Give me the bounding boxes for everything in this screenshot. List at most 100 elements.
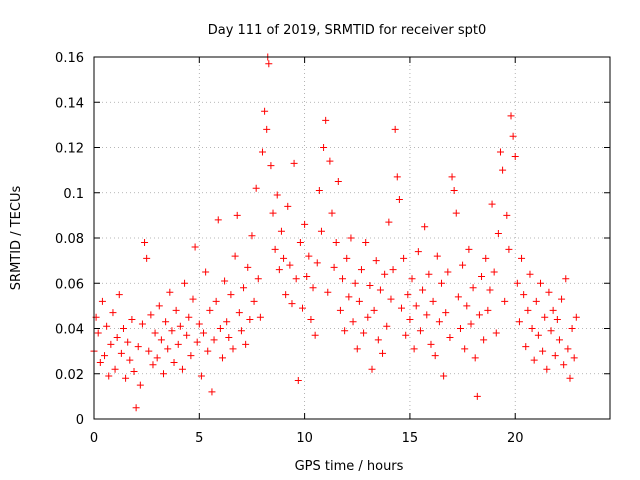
y-tick-label: 0.08 xyxy=(55,232,84,247)
data-point xyxy=(545,288,553,296)
data-point xyxy=(343,254,351,262)
data-point xyxy=(301,220,309,228)
data-point xyxy=(486,286,494,294)
data-point xyxy=(501,297,509,305)
data-point xyxy=(151,329,159,337)
y-tick-label: 0.12 xyxy=(55,142,84,157)
data-point xyxy=(362,239,370,247)
data-point xyxy=(461,345,469,353)
data-point xyxy=(558,295,566,303)
data-point xyxy=(315,186,323,194)
data-point xyxy=(364,313,372,321)
data-point xyxy=(136,381,144,389)
data-point xyxy=(345,293,353,301)
data-point xyxy=(141,239,149,247)
data-point xyxy=(143,254,151,262)
data-point xyxy=(383,322,391,330)
data-point xyxy=(480,336,488,344)
data-point xyxy=(258,148,266,156)
data-point xyxy=(467,320,475,328)
data-point xyxy=(366,282,374,290)
y-tick-labels: 0 0.02 0.04 0.06 0.08 0.1 0.12 0.14 0.16 xyxy=(55,51,84,428)
data-point xyxy=(277,227,285,235)
data-point xyxy=(551,352,559,360)
data-point xyxy=(231,252,239,260)
data-point xyxy=(263,125,271,133)
data-point xyxy=(518,254,526,262)
data-point xyxy=(442,309,450,317)
data-point xyxy=(448,173,456,181)
data-point xyxy=(374,336,382,344)
data-point xyxy=(225,334,233,342)
data-point xyxy=(549,306,557,314)
data-point xyxy=(416,327,424,335)
data-point xyxy=(389,266,397,274)
data-point xyxy=(126,356,134,364)
data-point xyxy=(311,331,319,339)
data-point xyxy=(242,340,250,348)
data-point xyxy=(370,306,378,314)
data-point xyxy=(381,270,389,278)
y-tick-label: 0.14 xyxy=(55,96,84,111)
data-point xyxy=(475,311,483,319)
data-point xyxy=(195,320,203,328)
data-point xyxy=(562,275,570,283)
data-point xyxy=(547,327,555,335)
data-point xyxy=(408,275,416,283)
data-point xyxy=(402,331,410,339)
data-point xyxy=(248,232,256,240)
data-point xyxy=(490,268,498,276)
data-point xyxy=(254,275,262,283)
y-axis-label: SRMTID / TECUs xyxy=(9,186,24,291)
data-point xyxy=(539,347,547,355)
data-point xyxy=(473,392,481,400)
data-point xyxy=(438,279,446,287)
data-point xyxy=(305,252,313,260)
data-point xyxy=(372,257,380,265)
data-point xyxy=(246,315,254,323)
data-point xyxy=(271,245,279,253)
data-point xyxy=(469,284,477,292)
data-point xyxy=(103,322,111,330)
data-point xyxy=(528,325,536,332)
data-point xyxy=(349,318,357,326)
y-tick-label: 0.16 xyxy=(55,51,84,66)
y-tick-label: 0.04 xyxy=(55,323,84,338)
data-point xyxy=(269,209,277,217)
x-axis-label: GPS time / hours xyxy=(295,459,404,474)
data-point xyxy=(185,313,193,321)
data-point xyxy=(326,157,334,165)
data-point xyxy=(134,343,142,351)
data-point xyxy=(157,336,165,344)
data-point xyxy=(197,372,205,380)
data-point xyxy=(391,125,399,133)
y-tick-label: 0.06 xyxy=(55,277,84,292)
data-point xyxy=(138,320,146,328)
data-point xyxy=(387,295,395,303)
data-point xyxy=(237,327,245,335)
data-point xyxy=(172,306,180,314)
data-point xyxy=(229,345,237,353)
x-tick-label: 15 xyxy=(402,431,419,446)
data-point xyxy=(454,293,462,301)
data-point xyxy=(522,343,530,351)
data-point xyxy=(265,60,273,68)
data-point xyxy=(191,243,199,251)
data-point xyxy=(509,132,517,140)
data-point xyxy=(96,358,104,366)
data-point xyxy=(132,404,140,412)
data-point xyxy=(393,173,401,181)
data-point xyxy=(98,297,106,305)
data-point xyxy=(414,248,422,256)
data-points xyxy=(90,53,580,412)
data-point xyxy=(275,266,283,274)
data-point xyxy=(336,306,344,314)
grid-lines xyxy=(94,57,610,419)
data-point xyxy=(385,218,393,226)
data-point xyxy=(452,209,460,217)
data-point xyxy=(553,315,561,323)
x-tick-labels: 0 5 10 15 20 xyxy=(90,431,524,446)
data-point xyxy=(395,196,403,204)
data-point xyxy=(119,325,127,332)
